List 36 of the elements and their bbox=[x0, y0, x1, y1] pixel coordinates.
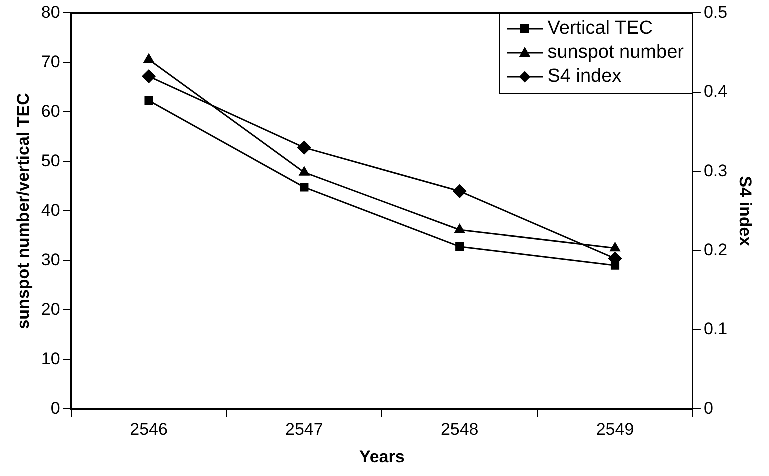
point bbox=[610, 242, 620, 252]
point bbox=[298, 141, 312, 155]
point bbox=[300, 183, 309, 192]
y-tick-label: 20 bbox=[41, 300, 60, 319]
point bbox=[144, 96, 154, 106]
y2-tick-label: 0.2 bbox=[704, 240, 728, 260]
legend-label: Vertical TEC bbox=[548, 17, 653, 42]
y-tick-label: 0 bbox=[50, 398, 60, 418]
x-tick-label: 2549 bbox=[596, 420, 634, 440]
point bbox=[144, 54, 154, 63]
y2-axis-title: S4 index bbox=[736, 176, 756, 247]
point bbox=[453, 184, 467, 198]
y2-tick-label: 0.5 bbox=[704, 2, 728, 22]
y2-tick-label: 0 bbox=[704, 398, 714, 418]
y-tick-label: 30 bbox=[41, 250, 60, 270]
legend-label: S4 index bbox=[548, 65, 622, 90]
point bbox=[456, 242, 464, 252]
point bbox=[299, 166, 310, 176]
point bbox=[610, 261, 620, 270]
x-tick-label: 2548 bbox=[440, 420, 479, 440]
y-tick-label: 80 bbox=[41, 2, 60, 22]
point bbox=[454, 224, 465, 234]
x-tick-label: 2546 bbox=[130, 420, 168, 440]
x-tick-label: 2547 bbox=[286, 420, 324, 440]
y2-tick-label: 0.3 bbox=[704, 161, 728, 180]
point bbox=[142, 70, 156, 84]
y-tick-label: 50 bbox=[41, 151, 60, 170]
y-tick-label: 10 bbox=[41, 349, 60, 368]
legend-label: sunspot number bbox=[548, 41, 684, 66]
y-tick-label: 40 bbox=[41, 200, 60, 220]
y-axis-title: sunspot number/vertical TEC bbox=[14, 93, 33, 330]
y2-tick-label: 0.4 bbox=[704, 82, 728, 102]
x-axis-title: Years bbox=[359, 447, 405, 466]
y-tick-label: 60 bbox=[41, 102, 60, 121]
y-tick-label: 70 bbox=[41, 52, 60, 72]
y2-tick-label: 0.1 bbox=[704, 320, 728, 339]
